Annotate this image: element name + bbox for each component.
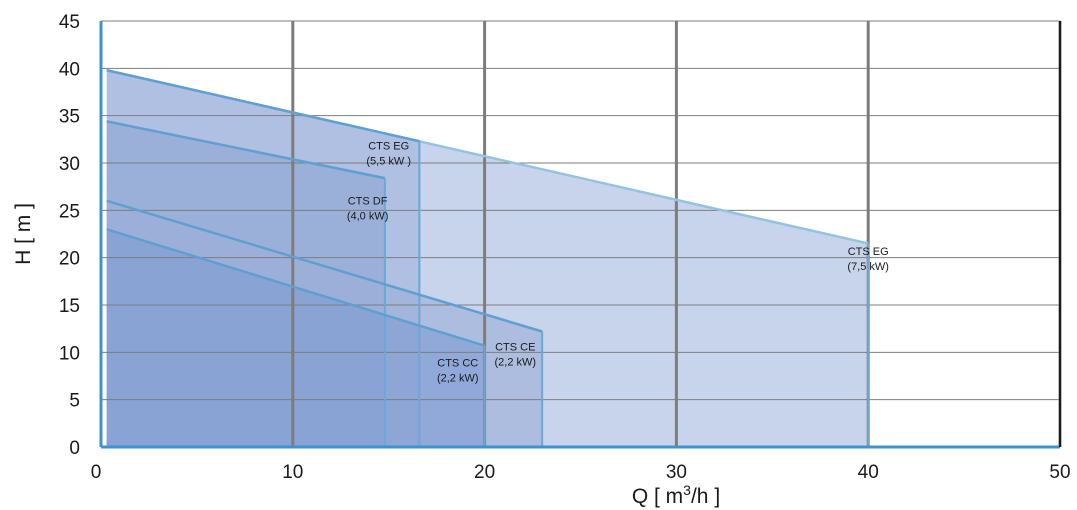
series-annotation-2: (4,0 kW)	[347, 211, 389, 223]
series-annotation-3: CTS CE	[495, 341, 535, 353]
x-tick-label: 40	[858, 462, 879, 483]
series-fills	[106, 70, 869, 447]
series-annotation-2: CTS DF	[348, 196, 388, 208]
series-annotation-1: (5,5 kW )	[366, 156, 411, 168]
tick-labels: 0 10 20 30 40 50 0 5 10 15 20 25 30 35 40 45	[59, 12, 1071, 483]
x-tick-label: 20	[474, 462, 495, 483]
x-tick-label: 30	[666, 462, 687, 483]
y-tick-label: 35	[59, 107, 80, 128]
series-curve-2	[106, 120, 386, 180]
x-tick-label: 10	[282, 462, 303, 483]
series-annotation-0: (7,5 kW)	[847, 261, 889, 273]
series-curve-4	[106, 228, 485, 347]
y-tick-label: 15	[59, 296, 80, 317]
series-annotation-3: (2,2 kW)	[495, 356, 537, 368]
series-annotation-1: CTS EG	[368, 141, 409, 153]
x-tick-label: 0	[91, 462, 102, 483]
y-tick-label: 25	[59, 201, 80, 222]
series-curve-1	[106, 69, 420, 143]
series-annotation-0: CTS EG	[848, 246, 889, 258]
y-tick-label: 5	[69, 391, 80, 412]
y-tick-label: 45	[59, 12, 80, 33]
series-curve-3	[106, 199, 543, 333]
y-tick-label: 0	[69, 438, 80, 459]
y-tick-label: 40	[59, 59, 80, 80]
x-tick-label: 50	[1049, 462, 1070, 483]
y-tick-label: 20	[59, 249, 80, 270]
series-area-4	[106, 229, 485, 447]
series-lines	[106, 69, 870, 447]
series-annotation-4: (2,2 kW)	[437, 373, 479, 385]
series-annotation-4: CTS CC	[437, 358, 478, 370]
plot-frame	[99, 21, 1061, 449]
x-axis-label: Q [ m3/h ]	[632, 482, 720, 508]
y-tick-label: 30	[59, 154, 80, 175]
y-axis-label: H [ m ]	[12, 203, 35, 265]
y-tick-label: 10	[59, 343, 80, 364]
series-annotations: CTS EG (7,5 kW) CTS EG (5,5 kW ) CTS DF (4,0 …	[347, 141, 889, 385]
